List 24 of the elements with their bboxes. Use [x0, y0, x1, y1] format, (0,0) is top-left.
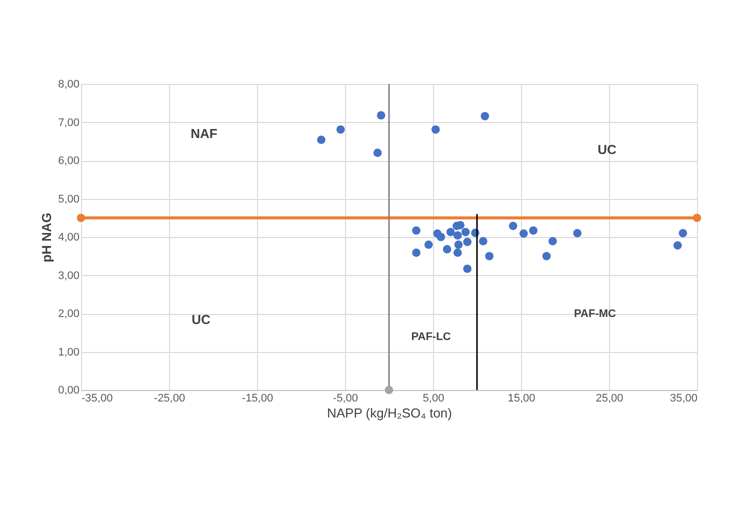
annotation: UC — [192, 312, 211, 327]
y-tick-label: 7,00 — [58, 116, 80, 129]
x-axis-title: NAPP (kg/H₂SO₄ ton) — [327, 406, 452, 420]
y-tick-label: 8,00 — [58, 78, 80, 90]
y-tick-label: 3,00 — [58, 270, 80, 282]
x-tick-label: -5,00 — [332, 392, 358, 404]
y-tick-label: 5,00 — [58, 193, 80, 206]
annotation: UC — [598, 142, 617, 157]
x-tick-label: -15,00 — [242, 392, 274, 404]
y-axis-title: pH NAG — [39, 212, 54, 262]
x-tick-label: 15,00 — [508, 392, 536, 404]
x-tick-label: 25,00 — [596, 392, 624, 404]
y-tick-label: 2,00 — [58, 308, 80, 320]
x-tick-label: 5,00 — [422, 392, 444, 404]
annotation: PAF-LC — [411, 331, 451, 343]
x-tick-label: 35,00 — [670, 392, 698, 404]
annotation: NAF — [190, 126, 218, 141]
x-tick-label: -25,00 — [154, 392, 186, 404]
y-tick-label: 6,00 — [58, 155, 80, 167]
annotation: PAF-MC — [574, 308, 616, 320]
x-tick-label: -35,00 — [82, 392, 113, 404]
y-tick-label: 1,00 — [58, 346, 80, 358]
y-tick-label: 0,00 — [58, 384, 80, 396]
y-tick-label: 4,00 — [58, 232, 80, 244]
